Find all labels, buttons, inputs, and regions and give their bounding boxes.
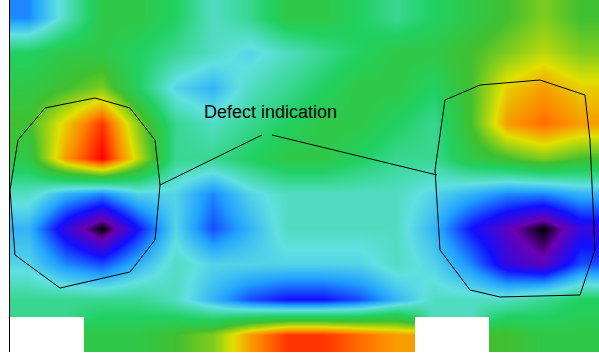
svg-text:Defect indication: Defect indication [204, 102, 337, 122]
